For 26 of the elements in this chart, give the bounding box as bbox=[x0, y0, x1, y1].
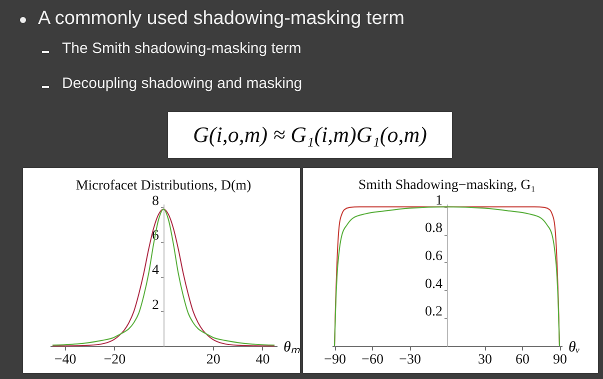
y-tick-label: 0.2 bbox=[425, 304, 442, 320]
chart-title: Smith Shadowing−masking, G₁ bbox=[358, 178, 536, 193]
y-tick-label: 1 bbox=[436, 193, 442, 208]
x-axis-title: θᵥ bbox=[568, 340, 580, 356]
x-tick-label: −40 bbox=[54, 352, 76, 368]
text: Decoupling shadowing and masking bbox=[62, 75, 302, 92]
y-tick-label: 2 bbox=[152, 298, 159, 313]
text: G(i,o,m) ≈ G₁(i,m)G₁(o,m) bbox=[168, 112, 452, 158]
x-tick-label: −90 bbox=[324, 352, 346, 368]
x-tick-label: 60 bbox=[516, 352, 530, 368]
x-tick-label: 90 bbox=[553, 352, 567, 368]
x-tick-label: −30 bbox=[399, 352, 421, 368]
y-tick-label: 4 bbox=[152, 263, 159, 278]
x-tick-label: 40 bbox=[256, 352, 270, 368]
text: The Smith shadowing-masking term bbox=[62, 40, 302, 57]
y-tick-label: 0.8 bbox=[425, 221, 442, 236]
text: A commonly used shadowing-masking term bbox=[38, 8, 404, 30]
x-axis-title: θₘ bbox=[284, 340, 300, 356]
y-tick-label: 8 bbox=[152, 194, 159, 209]
x-tick-label: −20 bbox=[104, 352, 126, 368]
x-tick-label: −60 bbox=[362, 352, 384, 368]
y-tick-label: 0.6 bbox=[425, 248, 442, 264]
x-tick-label: 30 bbox=[478, 352, 492, 368]
y-tick-label: 0.4 bbox=[425, 276, 442, 292]
chart-title: Microfacet Distributions, D(m) bbox=[76, 178, 252, 194]
x-tick-label: 20 bbox=[206, 352, 220, 368]
